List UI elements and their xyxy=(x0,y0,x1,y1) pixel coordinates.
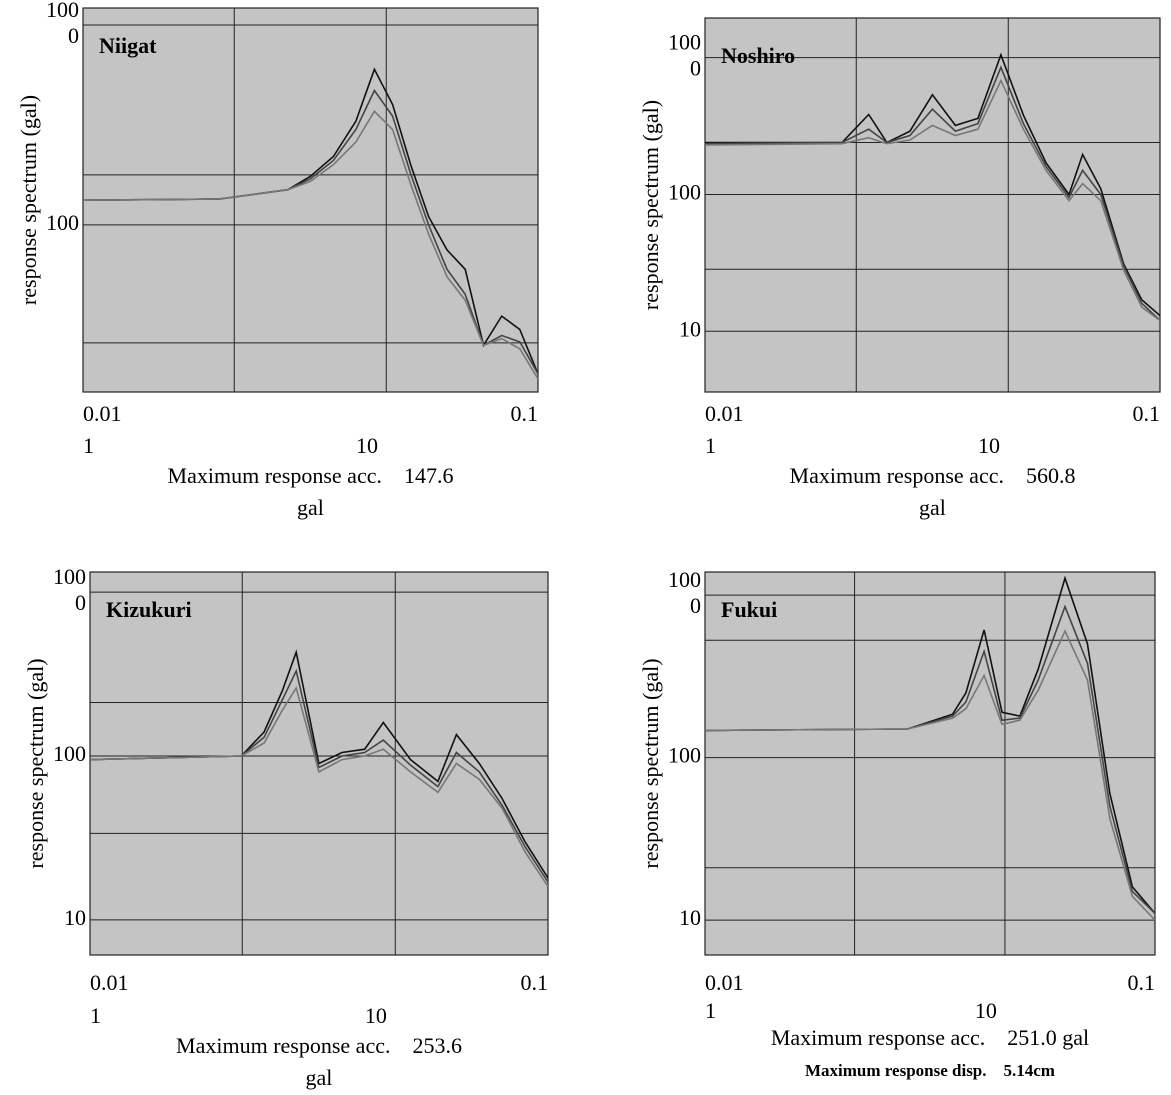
spectrum-line xyxy=(705,65,1160,322)
spectrum-line xyxy=(90,668,548,883)
panel-title: Kizukuri xyxy=(106,597,192,622)
x-tick-label: 0.01 xyxy=(83,401,122,426)
caption: Maximum response disp. 5.14cm xyxy=(805,1061,1055,1080)
y-axis-label: response spectrum (gal) xyxy=(23,658,48,868)
caption: Maximum response acc. 560.8 xyxy=(790,463,1076,488)
x-tick-label: 0.01 xyxy=(90,970,129,995)
spectrum-line xyxy=(705,52,1160,317)
x2-tick-label: 10 xyxy=(978,433,1000,458)
spectrum-line xyxy=(705,78,1160,322)
x-tick-label: 0.1 xyxy=(1128,970,1156,995)
spectrum-line xyxy=(83,110,538,380)
x-tick-label: 0.1 xyxy=(1133,401,1161,426)
caption: Maximum response acc. 147.6 xyxy=(168,463,454,488)
y-tick-label: 10 xyxy=(679,316,701,341)
y-tick-label-line: 100 xyxy=(46,0,79,22)
y-tick-label-line: 0 xyxy=(690,56,701,81)
x2-tick-label: 10 xyxy=(975,998,997,1023)
y-tick-label: 100 0 xyxy=(46,0,79,48)
y-axis-label: response spectrum (gal) xyxy=(16,95,41,305)
y-tick-label-line: 0 xyxy=(690,593,701,618)
y-tick-label-line: 100 xyxy=(53,564,86,589)
y-tick-label: 100 0 xyxy=(668,567,701,618)
spectrum-line xyxy=(705,629,1155,921)
y-tick-label: 100 xyxy=(668,180,701,205)
y-tick-label-line: 100 xyxy=(668,567,701,592)
x-tick-label: 0.1 xyxy=(511,401,539,426)
spectrum-line xyxy=(705,575,1155,914)
spectrum-line xyxy=(705,604,1155,914)
y-axis-label: response spectrum (gal) xyxy=(638,100,663,310)
x-tick-label: 0.01 xyxy=(705,401,744,426)
x2-tick-label: 10 xyxy=(365,1003,387,1028)
caption: gal xyxy=(306,1065,333,1090)
y-tick-label-line: 0 xyxy=(68,23,79,48)
panel-title: Niigat xyxy=(99,33,157,58)
plot-area xyxy=(704,17,1161,393)
x2-tick-label: 1 xyxy=(90,1003,101,1028)
caption: Maximum response acc. 253.6 xyxy=(176,1033,462,1058)
panel-title: Noshiro xyxy=(721,43,795,68)
y-axis-label: response spectrum (gal) xyxy=(638,658,663,868)
y-tick-label-line: 100 xyxy=(668,30,701,55)
y-tick-label: 100 xyxy=(668,743,701,768)
y-tick-label: 10 xyxy=(64,905,86,930)
x-tick-label: 0.01 xyxy=(705,970,744,995)
spectrum-line xyxy=(90,649,548,879)
plot-area xyxy=(704,571,1156,956)
y-tick-label: 100 0 xyxy=(53,564,86,615)
caption: gal xyxy=(297,495,324,520)
y-tick-label-line: 0 xyxy=(75,590,86,615)
y-tick-label: 100 xyxy=(53,741,86,766)
y-tick-label: 100 xyxy=(46,210,79,235)
x2-tick-label: 1 xyxy=(705,998,716,1023)
spectrum-line xyxy=(90,686,548,887)
y-tick-label: 100 0 xyxy=(668,30,701,81)
y-tick-label: 10 xyxy=(679,905,701,930)
panel-title: Fukui xyxy=(721,597,777,622)
x2-tick-label: 10 xyxy=(356,433,378,458)
caption: gal xyxy=(919,495,946,520)
x-tick-label: 0.1 xyxy=(521,970,549,995)
x2-tick-label: 1 xyxy=(83,433,94,458)
caption: Maximum response acc. 251.0 gal xyxy=(771,1025,1089,1050)
x2-tick-label: 1 xyxy=(705,433,716,458)
